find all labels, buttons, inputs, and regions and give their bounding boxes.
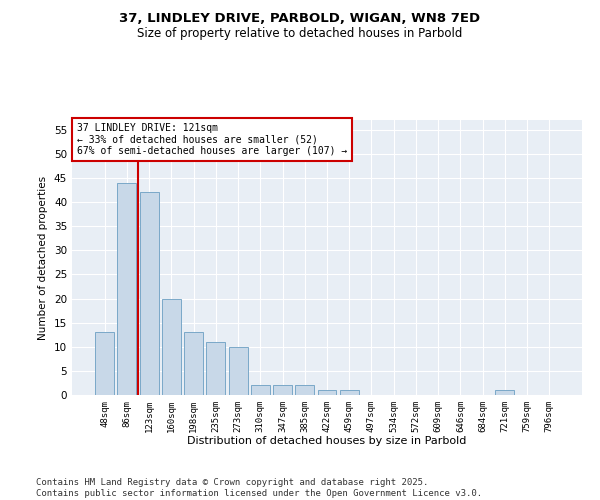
X-axis label: Distribution of detached houses by size in Parbold: Distribution of detached houses by size … xyxy=(187,436,467,446)
Bar xyxy=(162,298,181,395)
Text: 37, LINDLEY DRIVE, PARBOLD, WIGAN, WN8 7ED: 37, LINDLEY DRIVE, PARBOLD, WIGAN, WN8 7… xyxy=(119,12,481,26)
Bar xyxy=(251,386,270,395)
Bar xyxy=(317,390,337,395)
Bar xyxy=(118,182,136,395)
Bar xyxy=(340,390,359,395)
Bar xyxy=(496,390,514,395)
Bar xyxy=(206,342,225,395)
Bar xyxy=(295,386,314,395)
Bar xyxy=(95,332,114,395)
Text: Contains HM Land Registry data © Crown copyright and database right 2025.
Contai: Contains HM Land Registry data © Crown c… xyxy=(36,478,482,498)
Bar xyxy=(273,386,292,395)
Y-axis label: Number of detached properties: Number of detached properties xyxy=(38,176,49,340)
Bar xyxy=(140,192,158,395)
Bar xyxy=(184,332,203,395)
Text: Size of property relative to detached houses in Parbold: Size of property relative to detached ho… xyxy=(137,28,463,40)
Bar xyxy=(229,347,248,395)
Text: 37 LINDLEY DRIVE: 121sqm
← 33% of detached houses are smaller (52)
67% of semi-d: 37 LINDLEY DRIVE: 121sqm ← 33% of detach… xyxy=(77,122,347,156)
